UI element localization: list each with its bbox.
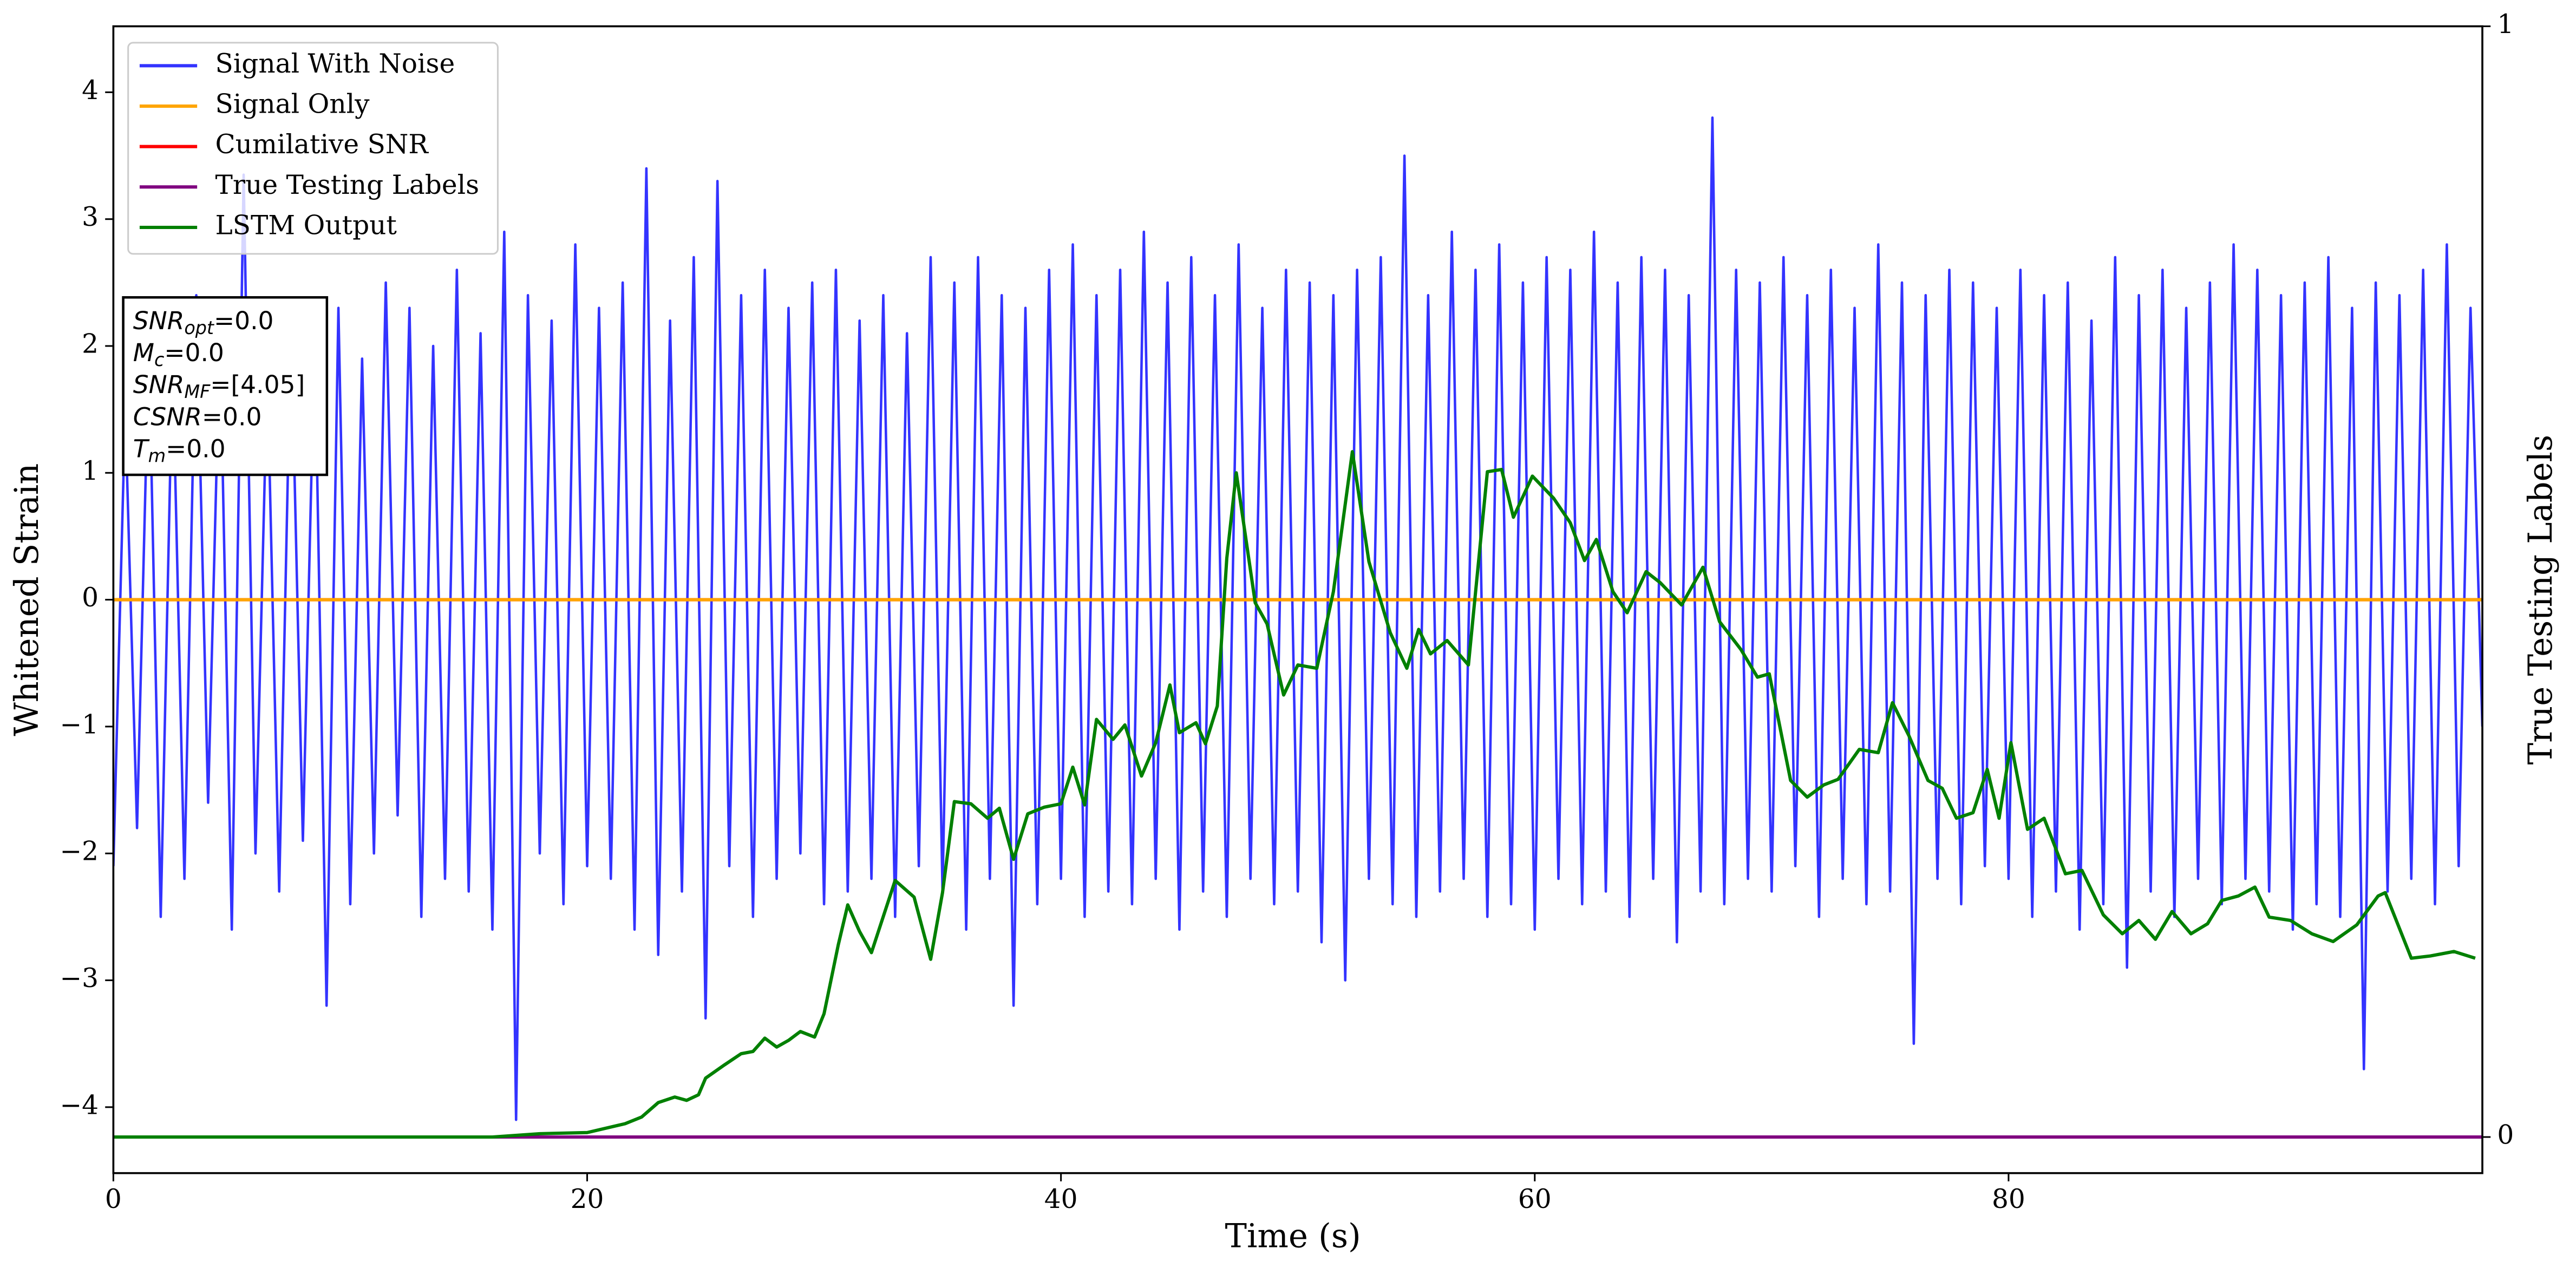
y2-tick-label: 0 — [2497, 1120, 2514, 1151]
annotation-value: =0.0 — [166, 434, 225, 463]
legend-label: Cumilative SNR — [215, 129, 429, 160]
annotation-box — [122, 296, 329, 476]
legend-label: LSTM Output — [215, 210, 397, 240]
annotation-symbol: SNR — [133, 306, 185, 335]
legend-box — [127, 42, 499, 255]
y-tick-label: −2 — [60, 837, 99, 867]
annotation-line: Tm=0.0 — [133, 434, 226, 466]
annotation-line: Mc=0.0 — [133, 338, 224, 370]
legend-label: Signal Only — [215, 89, 370, 120]
x-tick-label: 60 — [1518, 1184, 1552, 1214]
y-tick-label: 2 — [82, 329, 99, 360]
annotation-symbol: CSNR — [133, 402, 202, 431]
annotation-subscript: m — [148, 445, 166, 466]
annotation-value: =0.0 — [214, 306, 273, 335]
annotation-symbol: T — [133, 434, 150, 463]
y-tick-label: −1 — [60, 709, 99, 740]
y2-axis-label: True Testing Labels — [2522, 435, 2560, 765]
annotation-subscript: MF — [184, 381, 211, 402]
series-line — [113, 450, 2476, 1139]
annotation-symbol: M — [133, 338, 154, 367]
x-tick-label: 20 — [571, 1184, 604, 1214]
plot-area — [113, 116, 2483, 1139]
x-tick-label: 40 — [1044, 1184, 1078, 1214]
legend-label: True Testing Labels — [215, 170, 480, 200]
annotation-subscript: c — [154, 349, 164, 370]
y-tick-label: 0 — [82, 583, 99, 613]
y-tick-label: −4 — [60, 1090, 99, 1120]
annotation-value: =[4.05] — [210, 370, 305, 399]
legend-label: Signal With Noise — [215, 49, 455, 79]
annotation-line: CSNR=0.0 — [133, 402, 262, 431]
x-tick-label: 80 — [1992, 1184, 2025, 1214]
annotation-line: SNRMF=[4.05] — [133, 370, 305, 402]
annotation-value: =0.0 — [202, 402, 261, 431]
x-axis-label: Time (s) — [1225, 1218, 1361, 1256]
x-tick-label: 0 — [105, 1184, 122, 1214]
y-tick-label: 4 — [82, 75, 99, 106]
annotation-value: =0.0 — [164, 338, 224, 367]
y2-tick-label: 1 — [2497, 9, 2514, 40]
series-line — [113, 116, 2483, 1121]
y-tick-label: 3 — [82, 202, 99, 232]
annotation-line: SNRopt=0.0 — [133, 306, 274, 338]
y-axis-label: Whitened Strain — [8, 463, 46, 736]
annotation-subscript: opt — [184, 317, 215, 338]
legend: Signal With Noise Signal Only Cumilative S… — [127, 42, 499, 255]
annotation: SNRopt=0.0Mc=0.0SNRMF=[4.05]CSNR=0.0Tm=0… — [122, 296, 329, 476]
annotation-symbol: SNR — [133, 370, 185, 399]
y-tick-label: −3 — [60, 963, 99, 994]
y-tick-label: 1 — [82, 456, 99, 486]
